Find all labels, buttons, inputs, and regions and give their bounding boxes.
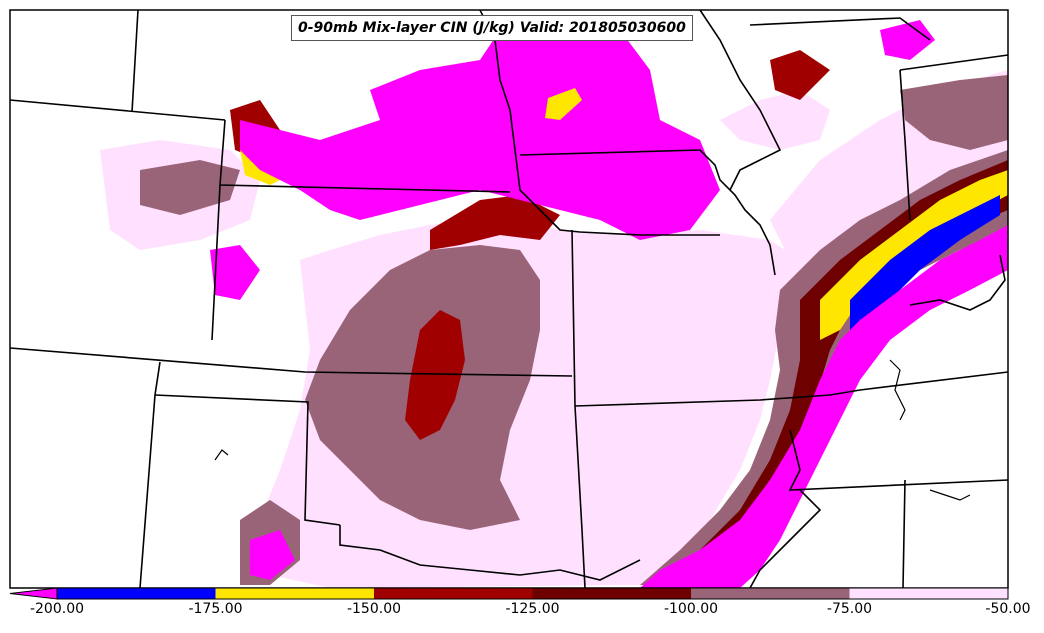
colorbar-tick-label: -150.00 <box>346 601 402 617</box>
colorbar-bin <box>57 588 216 599</box>
colorbar-tick-label: -175.00 <box>188 601 243 617</box>
colorbar-tick-label: -125.00 <box>505 601 560 617</box>
colorbar-tick-label: -100.00 <box>663 601 719 617</box>
contour-magenta-north <box>240 25 720 240</box>
colorbar-bin <box>532 588 691 599</box>
colorbar-tick-label: -75.00 <box>826 601 873 617</box>
contour-mauve-west <box>140 160 240 215</box>
colorbar <box>9 587 1009 600</box>
contour-mauve-northeast <box>900 75 1008 150</box>
contour-darkred-central <box>405 310 465 440</box>
map-title: 0-90mb Mix-layer CIN (J/kg) Valid: 20180… <box>291 15 693 41</box>
contour-darkred-ne <box>770 50 830 100</box>
contour-magenta-ne <box>880 20 935 60</box>
state-boundaries <box>9 9 1009 589</box>
contour-magenta-west <box>210 245 260 300</box>
contour-blue-southeast <box>850 195 1000 330</box>
colorbar-bin <box>691 588 850 599</box>
cin-contours <box>100 20 1008 588</box>
colorbar-tick-label: -50.00 <box>985 601 1031 617</box>
coastline-features <box>214 359 971 501</box>
colorbar-bin <box>374 588 533 599</box>
colorbar-bin <box>215 588 374 599</box>
colorbar-tick-label: -200.00 <box>29 601 85 617</box>
contour-yellow-island <box>545 88 582 120</box>
colorbar-bin <box>849 588 1008 599</box>
colorbar-border <box>56 587 1009 600</box>
contour-magenta-southeast <box>640 225 1008 588</box>
colorbar-under-triangle <box>9 587 58 600</box>
contour-yellow-southeast <box>820 170 1008 340</box>
contour-darkred-north <box>430 195 560 250</box>
contour-pink-north <box>720 90 830 150</box>
contour-magenta-sw <box>250 530 295 580</box>
